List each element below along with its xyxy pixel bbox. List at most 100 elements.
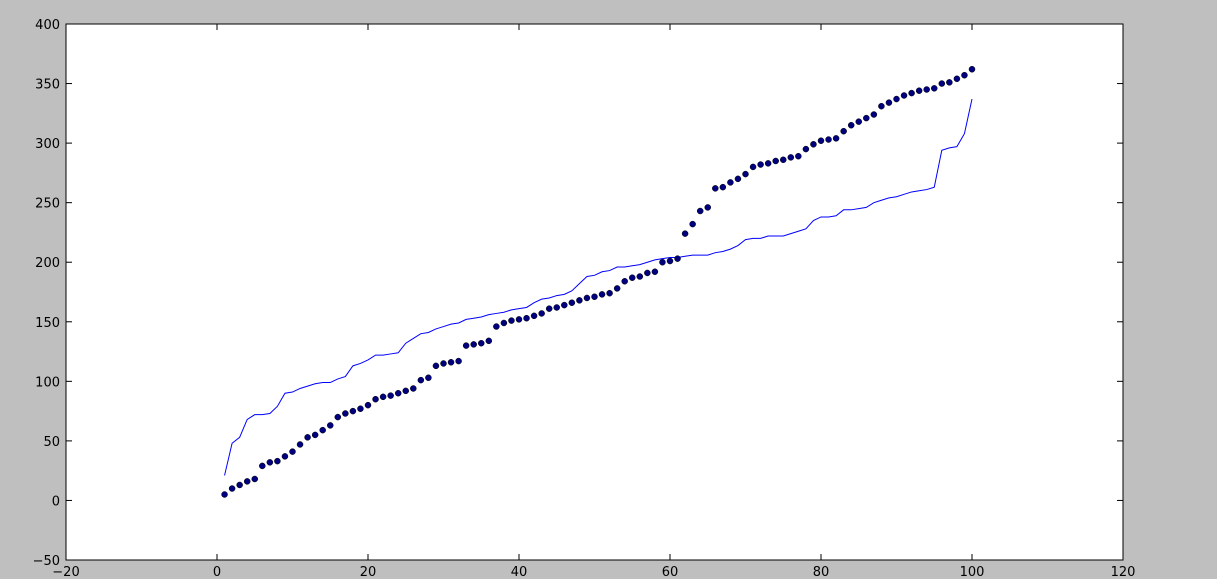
scatter-point [742, 170, 749, 178]
series-line [224, 98, 973, 476]
scatter-point [704, 204, 711, 211]
scatter-point [613, 285, 621, 292]
scatter-point [855, 118, 862, 125]
scatter-point [568, 299, 576, 306]
scatter-point [523, 314, 530, 322]
scatter-point [863, 114, 870, 122]
scatter-point [870, 111, 878, 118]
y-tick-label: 300 [35, 137, 60, 152]
scatter-point [379, 393, 387, 401]
scatter-point [349, 407, 357, 415]
scatter-point [296, 441, 304, 448]
y-tick-label: 50 [43, 435, 60, 450]
plot-area [66, 24, 1123, 560]
scatter-point [885, 99, 893, 106]
scatter-point [432, 362, 440, 370]
scatter-point [228, 485, 236, 492]
scatter-point [825, 136, 832, 143]
scatter-point [659, 258, 666, 266]
y-tick-label: −50 [33, 554, 60, 569]
x-tick-label: 120 [1111, 565, 1136, 579]
scatter-point [817, 137, 825, 144]
scatter-point [666, 257, 674, 265]
x-tick-label: 100 [960, 565, 985, 579]
scatter-point [968, 66, 976, 73]
x-tick-label: 20 [360, 565, 377, 579]
scatter-point [334, 413, 342, 421]
scatter-point [402, 387, 409, 395]
scatter-point [847, 121, 855, 129]
scatter-point [357, 405, 364, 412]
scatter-point [515, 316, 523, 323]
y-tick-label: 400 [35, 18, 60, 33]
scatter-point [840, 127, 847, 135]
plot-frame [65, 23, 1124, 561]
scatter-point [311, 431, 319, 439]
scatter-point [606, 289, 613, 297]
scatter-point [674, 255, 681, 262]
scatter-point [342, 410, 349, 417]
scatter-point [810, 141, 817, 148]
scatter-point [221, 491, 228, 498]
scatter-point [893, 95, 900, 103]
scatter-point [953, 75, 961, 83]
scatter-point [931, 85, 938, 92]
tick-layer: −20 0 20 40 60 80 100 120 −50 0 50 100 150 200 250 300 3… [33, 18, 1136, 580]
scatter-point [538, 310, 545, 317]
scatter-point [281, 453, 289, 460]
scatter-point [651, 268, 659, 275]
x-tick-label: 60 [662, 565, 679, 579]
scatter-points [221, 66, 976, 498]
scatter-point [455, 357, 462, 365]
scatter-point [327, 422, 334, 429]
scatter-point [621, 278, 628, 285]
scatter-point [530, 312, 538, 320]
scatter-point [545, 305, 553, 312]
scatter-point [462, 342, 470, 349]
scatter-point [719, 183, 727, 191]
scatter-point [289, 448, 296, 455]
scatter-point [946, 79, 953, 86]
scatter-point [583, 294, 591, 302]
series-layer [221, 66, 976, 498]
y-tick-label: 350 [35, 78, 60, 93]
x-tick-label: −20 [52, 565, 79, 579]
scatter-point [636, 273, 644, 280]
scatter-point [938, 80, 946, 87]
scatter-point [961, 71, 968, 79]
scatter-point [394, 389, 402, 397]
scatter-point [908, 89, 915, 97]
scatter-point [591, 293, 598, 301]
scatter-point [470, 341, 477, 348]
scatter-point [749, 163, 757, 171]
scatter-point [410, 385, 417, 392]
scatter-point [274, 457, 281, 465]
scatter-point [787, 154, 795, 161]
scatter-point [576, 297, 583, 304]
scatter-point [727, 179, 734, 186]
scatter-point [417, 376, 425, 384]
scatter-point [757, 161, 764, 168]
scatter-point [900, 92, 908, 99]
scatter-point [508, 317, 515, 324]
y-tick-label: 150 [35, 316, 60, 331]
scatter-point [696, 207, 704, 215]
scatter-point [500, 319, 508, 327]
y-tick-label: 200 [35, 256, 60, 271]
scatter-point [802, 145, 810, 153]
scatter-point [644, 269, 651, 277]
scatter-point [764, 160, 772, 167]
scatter-point [561, 301, 568, 309]
scatter-point [493, 323, 500, 330]
scatter-point [878, 102, 885, 110]
scatter-point [266, 459, 274, 466]
scatter-point [387, 392, 394, 399]
y-tick-label: 100 [35, 375, 60, 390]
scatter-point [440, 360, 447, 367]
scatter-point [251, 475, 258, 483]
scatter-point [734, 175, 742, 183]
scatter-point [243, 478, 251, 485]
scatter-point [923, 86, 930, 93]
